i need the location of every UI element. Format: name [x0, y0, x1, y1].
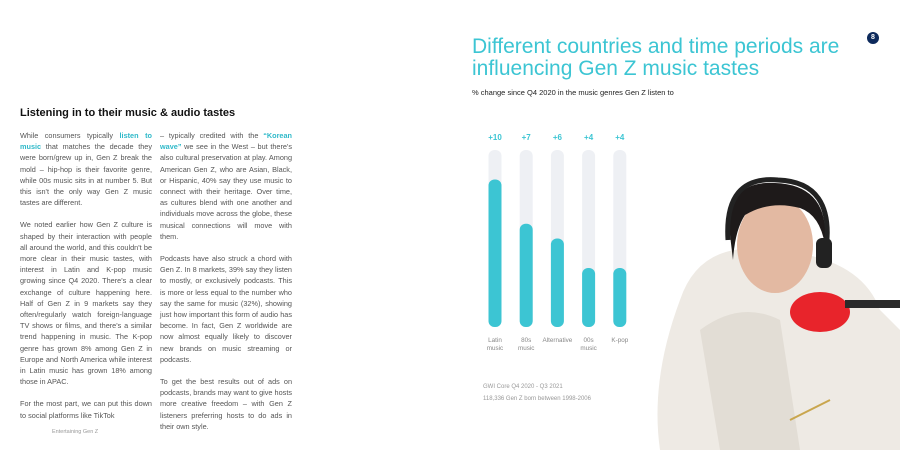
body-text: that matches the decade they were born/g… — [20, 142, 152, 208]
body-text: – typically credited with the — [160, 131, 264, 140]
value-label: +4 — [584, 133, 594, 142]
paragraph: We noted earlier how Gen Z culture is sh… — [20, 219, 152, 387]
category-label: K-pop — [611, 337, 628, 344]
chart-title: Different countries and time periods are… — [472, 35, 840, 80]
category-label: Alternative — [543, 337, 573, 344]
bar — [550, 238, 564, 327]
body-text: For the most part, we can put this down … — [20, 399, 152, 420]
bar — [488, 179, 502, 327]
value-label: +7 — [522, 133, 532, 142]
value-label: +4 — [615, 133, 625, 142]
body-text: we see in the West – but there's also cu… — [160, 142, 292, 241]
footer: Entertaining Gen Z — [52, 429, 99, 435]
text-column: While consumers typically listen to musi… — [20, 130, 152, 432]
paragraph: To get the best results out of ads on po… — [160, 376, 292, 432]
value-label: +6 — [553, 133, 563, 142]
paragraph: Podcasts have also struck a chord with G… — [160, 253, 292, 365]
paragraph: – typically credited with the “Korean wa… — [160, 130, 292, 242]
category-label: 80s music — [518, 337, 534, 352]
section-heading: Listening in to their music & audio tast… — [20, 107, 236, 119]
bar — [582, 268, 596, 327]
body-text: Podcasts have also struck a chord with G… — [160, 254, 292, 364]
sample-note: 118,336 Gen Z born between 1998-2006 — [483, 396, 591, 402]
paragraph: For the most part, we can put this down … — [20, 398, 152, 420]
highlight-text: listen to music — [20, 131, 152, 152]
paragraph: While consumers typically listen to musi… — [20, 130, 152, 208]
body-text: We noted earlier how Gen Z culture is sh… — [20, 220, 152, 387]
bar — [519, 223, 533, 327]
portrait — [657, 177, 900, 450]
bar — [613, 268, 627, 327]
category-label: 00s music — [580, 337, 596, 352]
value-label: +10 — [488, 133, 502, 142]
highlight-text: “Korean wave” — [160, 131, 292, 152]
body-text: While consumers typically — [20, 131, 120, 140]
text-column: – typically credited with the “Korean wa… — [160, 130, 292, 443]
chart-subtitle: % change since Q4 2020 in the music genr… — [472, 88, 674, 97]
source-note: GWI Core Q4 2020 - Q3 2021 — [483, 384, 563, 390]
body-text: To get the best results out of ads on po… — [160, 377, 292, 431]
category-label: Latin music — [487, 337, 503, 352]
page-number: 8 — [867, 32, 879, 44]
